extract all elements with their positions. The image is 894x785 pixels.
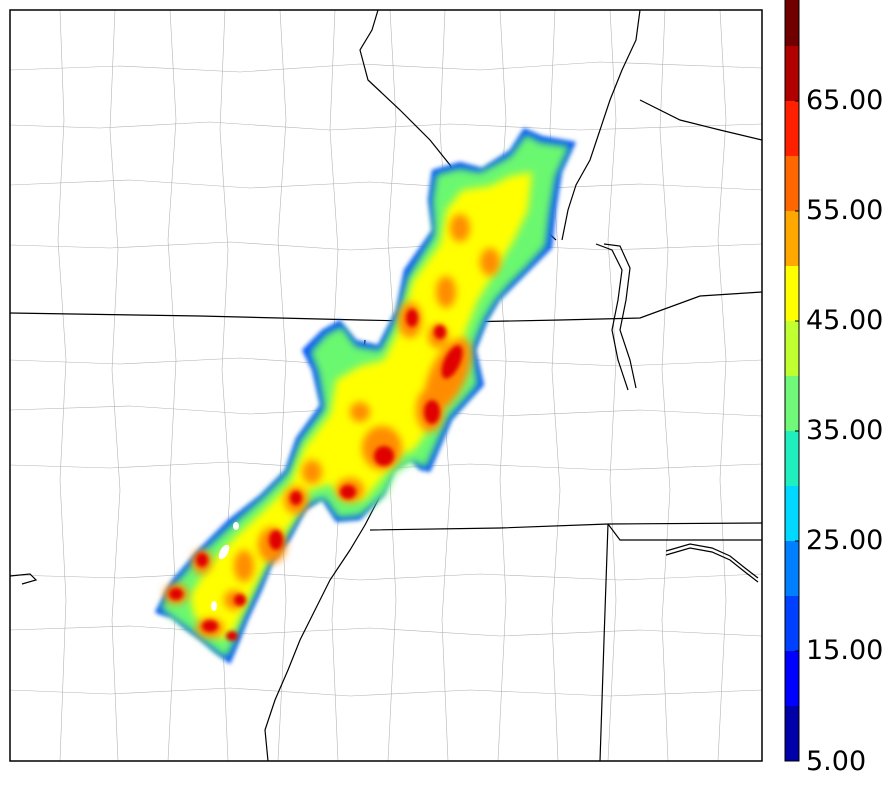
county-boundaries <box>10 10 762 761</box>
colorbar-segment <box>785 0 799 46</box>
colorbar-segment <box>785 651 799 706</box>
map-panel <box>10 10 762 761</box>
colorbar-segment <box>785 46 799 101</box>
map-frame <box>9 9 763 762</box>
colorbar-segment <box>785 211 799 266</box>
colorbar-segment <box>785 156 799 211</box>
colorbar-tick-label-4: 45.00 <box>806 305 884 336</box>
colorbar-tick-label-5: 55.00 <box>806 195 884 226</box>
colorbar-tick-label-6: 65.00 <box>806 85 884 116</box>
colorbar-segment <box>785 101 799 156</box>
colorbar-segment <box>785 541 799 596</box>
colorbar-segment <box>785 266 799 321</box>
colorbar-segment <box>785 376 799 431</box>
colorbar <box>784 0 800 762</box>
colorbar-tick-label-0: 5.00 <box>806 746 867 777</box>
colorbar-segment <box>785 596 799 651</box>
colorbar-tick-label-1: 15.00 <box>806 635 884 666</box>
colorbar-segment <box>785 431 799 486</box>
colorbar-tick-label-2: 25.00 <box>806 525 884 556</box>
colorbar-segment <box>785 486 799 541</box>
reflectivity-field <box>155 128 576 664</box>
colorbar-segment <box>785 321 799 376</box>
colorbar-outline <box>784 0 800 762</box>
colorbar-tick-label-3: 35.00 <box>806 415 884 446</box>
colorbar-segment <box>785 706 799 761</box>
